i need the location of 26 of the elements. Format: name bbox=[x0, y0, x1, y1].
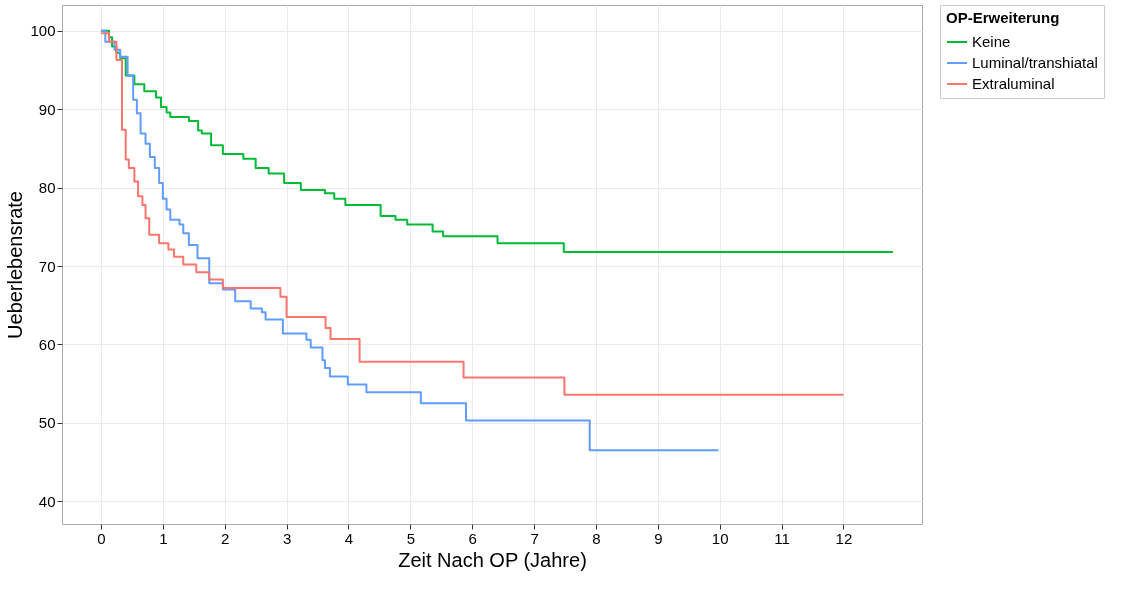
legend-title: OP-Erweiterung bbox=[946, 9, 1060, 26]
y-tick-label: 70 bbox=[38, 257, 56, 275]
legend-label: Luminal/transhiatal bbox=[972, 54, 1098, 71]
legend-label: Extraluminal bbox=[972, 75, 1055, 92]
x-tick-label: 11 bbox=[774, 529, 790, 547]
x-tick-label: 1 bbox=[159, 529, 168, 547]
y-tick-label: 40 bbox=[38, 492, 56, 510]
y-tick-label: 100 bbox=[30, 22, 56, 40]
x-tick-label: 5 bbox=[406, 529, 415, 547]
x-tick-label: 6 bbox=[468, 529, 477, 547]
x-axis-title: Zeit Nach OP (Jahre) bbox=[398, 548, 587, 571]
x-tick-label: 2 bbox=[221, 529, 230, 547]
y-tick-label: 50 bbox=[38, 414, 56, 432]
legend-label: Keine bbox=[972, 33, 1011, 50]
x-tick-label: 3 bbox=[282, 529, 292, 547]
x-tick-label: 0 bbox=[97, 529, 106, 547]
x-tick-label: 8 bbox=[592, 529, 601, 547]
y-axis-title: Ueberlebensrate bbox=[4, 191, 27, 339]
x-tick-label: 7 bbox=[530, 529, 539, 547]
x-tick-label: 12 bbox=[835, 529, 853, 547]
x-tick-label: 9 bbox=[654, 529, 663, 547]
y-tick-label: 80 bbox=[38, 179, 56, 197]
x-tick-label: 4 bbox=[344, 529, 354, 547]
y-tick-label: 60 bbox=[38, 335, 56, 353]
x-tick-label: 10 bbox=[711, 529, 729, 547]
y-tick-label: 90 bbox=[38, 100, 56, 118]
